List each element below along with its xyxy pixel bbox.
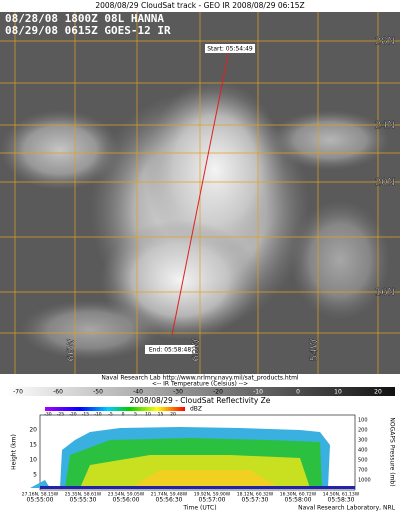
pressure-tick: 400 — [358, 448, 368, 454]
scale-tick: -10 — [253, 389, 263, 396]
scale-tick: -30 — [173, 389, 183, 396]
longitude-label: 66W — [66, 339, 77, 362]
storm-label: 08/28/08 1800Z 08L HANNA — [5, 12, 164, 25]
scale-tick: -60 — [53, 389, 63, 396]
pressure-tick: 1000 — [358, 478, 371, 484]
legend-tick: -25 — [57, 412, 64, 418]
profile-title: 2008/08/29 - CloudSat Reflectivity Ze — [130, 396, 271, 405]
credit: Naval Research Lab http://www.nrlmry.nav… — [101, 375, 299, 382]
height-tick: 5 — [33, 472, 37, 479]
scale-tick: -70 — [13, 389, 23, 396]
time-label: 05:56:30 — [156, 497, 183, 504]
image-label: 08/29/08 0615Z GOES-12 IR — [5, 24, 171, 37]
time-label: 05:56:00 — [113, 497, 140, 504]
pressure-tick: 700 — [358, 468, 368, 474]
clouds — [0, 80, 390, 360]
end-box — [145, 345, 195, 354]
legend-tick: -5 — [108, 412, 113, 418]
longitude-label: 60W — [191, 339, 202, 362]
scale-tick: -40 — [133, 389, 143, 396]
pressure-tick: 500 — [358, 458, 368, 464]
latitude-label: 24N — [375, 120, 395, 131]
coord-label: 23.54N, 59.05W — [108, 492, 145, 498]
legend-tick: -15 — [82, 412, 89, 418]
legend-tick: -30 — [44, 412, 51, 418]
x-label: Time (UTC) — [182, 505, 216, 512]
track — [171, 49, 230, 336]
legend-tick: 10 — [145, 412, 151, 418]
legend-bar — [45, 407, 185, 411]
longitude-label: 54W — [309, 339, 320, 362]
start-label: Start: 05:54:49 — [207, 46, 253, 53]
time-label: 05:55:30 — [70, 497, 97, 504]
coord-label: 19.92N, 59.90W — [194, 492, 231, 498]
height-tick: 15 — [29, 442, 37, 449]
coord-label: 21.74N, 59.48W — [151, 492, 188, 498]
latitude-label: 28N — [375, 36, 395, 47]
scale-tick: 0 — [296, 389, 300, 396]
legend-tick: 15 — [158, 412, 164, 418]
legend-tick: 0 — [122, 412, 125, 418]
start-box — [205, 44, 255, 53]
pressure-tick: 100 — [358, 418, 368, 424]
coord-label: 16.30N, 60.72W — [280, 492, 317, 498]
y-label: Height (km) — [11, 434, 18, 470]
legend-tick: 20 — [170, 412, 176, 418]
echoes — [30, 427, 355, 489]
profile-credit: Naval Research Laboratory, NRL — [298, 505, 396, 512]
scale-tick: 10 — [334, 389, 342, 396]
title: 2008/08/29 CloudSat track - GEO IR 2008/… — [95, 1, 304, 10]
coord-label: 18.12N, 60.32W — [237, 492, 274, 498]
latitude-label: 20N — [375, 177, 395, 188]
end-label: End: 05:58:48 — [149, 347, 191, 354]
legend-tick: 5 — [134, 412, 137, 418]
header-bg — [0, 0, 400, 12]
pressure-tick: 200 — [358, 428, 368, 434]
coord-label: 14.50N, 61.13W — [323, 492, 360, 498]
legend-unit: dBZ — [190, 406, 202, 413]
scale-title: <-- IR Temperature (Celsius) --> — [152, 381, 248, 388]
time-label: 05:58:30 — [328, 497, 355, 504]
height-tick: 10 — [29, 457, 37, 464]
height-tick: 20 — [29, 427, 37, 434]
coord-label: 25.35N, 58.61W — [65, 492, 102, 498]
colorbar — [5, 387, 395, 396]
legend-tick: -20 — [69, 412, 76, 418]
latitude-label: 16N — [375, 287, 395, 298]
pressure-tick: 300 — [358, 438, 368, 444]
scale-tick: -20 — [213, 389, 223, 396]
scale-tick: 20 — [374, 389, 382, 396]
time-label: 05:55:00 — [27, 497, 54, 504]
scale-tick: -50 — [93, 389, 103, 396]
y2-label: NOGAPS Pressure (mb) — [389, 417, 396, 486]
legend-tick: -10 — [94, 412, 101, 418]
time-label: 05:57:00 — [199, 497, 226, 504]
time-label: 05:57:30 — [242, 497, 269, 504]
coord-label: 27.16N, 58.15W — [22, 492, 59, 498]
time-label: 05:58:00 — [285, 497, 312, 504]
